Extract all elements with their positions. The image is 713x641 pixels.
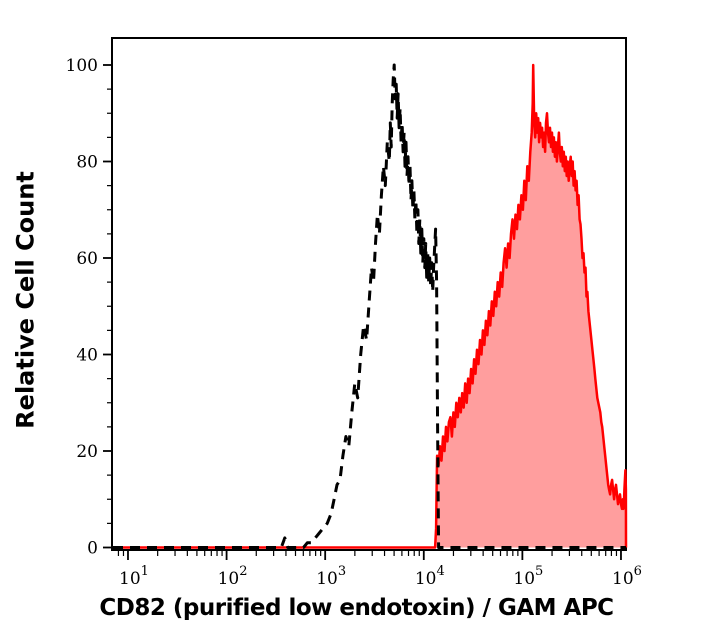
x-tick-label: 106 <box>612 564 642 589</box>
x-tick-label: 104 <box>415 564 445 589</box>
y-tick-label: 100 <box>66 56 98 76</box>
negative-control-dashed-outline <box>113 63 626 549</box>
plot-frame <box>111 37 627 551</box>
y-tick-label: 40 <box>76 345 98 365</box>
y-tick-label: 60 <box>76 249 98 269</box>
x-tick-label: 105 <box>513 564 543 589</box>
y-axis-title: Relative Cell Count <box>11 171 40 429</box>
stained-histogram-outline <box>113 63 628 549</box>
y-tick-label: 80 <box>76 152 98 172</box>
x-tick-label: 102 <box>218 564 248 589</box>
y-tick-label: 0 <box>87 538 98 558</box>
x-tick-label: 101 <box>119 564 149 589</box>
stained-histogram-fill <box>113 65 626 548</box>
x-tick-label: 103 <box>316 564 346 589</box>
y-tick-label: 20 <box>76 442 98 462</box>
x-axis-title: CD82 (purified low endotoxin) / GAM APC <box>99 595 614 621</box>
